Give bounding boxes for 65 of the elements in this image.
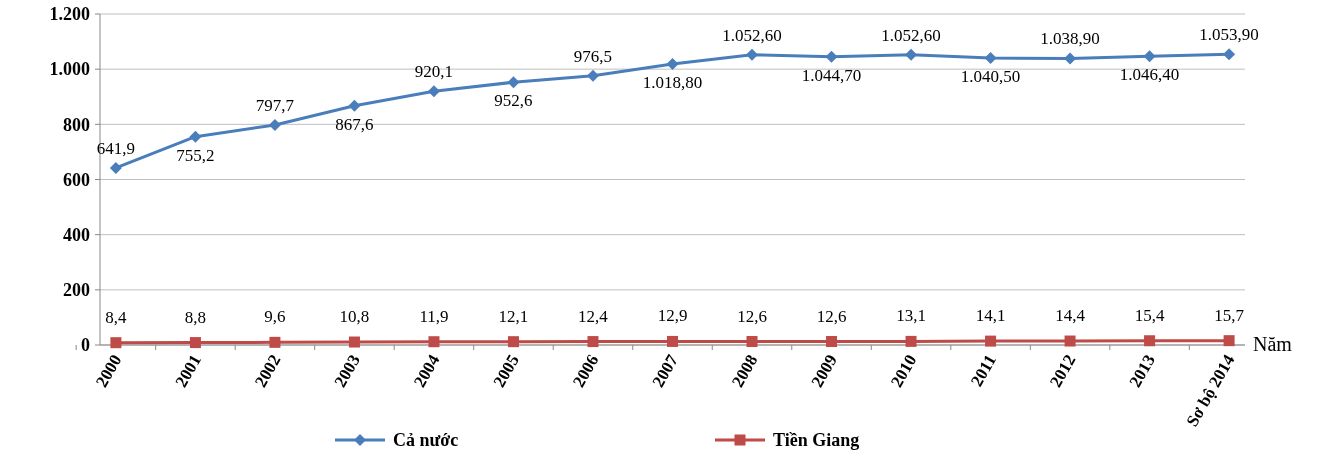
point xyxy=(348,336,360,348)
y-tick-label: 800 xyxy=(63,114,90,135)
point xyxy=(189,130,202,143)
point xyxy=(110,337,122,349)
data-label: 1.018,80 xyxy=(642,72,703,92)
data-label: 9,6 xyxy=(264,307,286,327)
data-label: 1.052,60 xyxy=(722,25,782,45)
point xyxy=(667,335,678,347)
x-axis-title: Năm xyxy=(1253,333,1293,355)
legend-label: Tiền Giang xyxy=(773,430,860,451)
data-label: 15,4 xyxy=(1134,305,1165,325)
data-label: 8,4 xyxy=(105,307,128,327)
point xyxy=(905,335,917,347)
point xyxy=(1064,335,1076,347)
point xyxy=(587,336,599,348)
data-label: 867,6 xyxy=(335,114,374,134)
data-label: 14,1 xyxy=(975,306,1006,326)
data-label: 920,1 xyxy=(414,62,454,82)
point xyxy=(746,336,758,348)
y-tick-label: 0 xyxy=(81,335,90,356)
data-label: 1.053,90 xyxy=(1199,25,1259,45)
data-label: 13,1 xyxy=(896,306,926,326)
point xyxy=(666,57,679,70)
data-label: 1.044,70 xyxy=(801,65,862,85)
data-label: 976,5 xyxy=(573,46,613,66)
data-label: 641,9 xyxy=(96,138,136,158)
data-label: 1.038,90 xyxy=(1040,29,1100,49)
y-tick-label: 1.200 xyxy=(49,4,90,25)
data-label: 1.052,60 xyxy=(881,25,941,45)
point xyxy=(1223,335,1235,347)
point xyxy=(428,336,440,348)
y-tick-label: 200 xyxy=(63,280,90,301)
data-label: 15,7 xyxy=(1214,305,1245,325)
point xyxy=(269,336,281,348)
data-label: 11,9 xyxy=(419,306,449,326)
data-label: 797,7 xyxy=(255,95,295,115)
point xyxy=(985,335,997,347)
point xyxy=(1223,48,1236,61)
point xyxy=(348,99,361,112)
data-label: 8,8 xyxy=(184,307,207,327)
y-tick-label: 400 xyxy=(63,224,90,245)
data-label: 12,9 xyxy=(657,306,688,326)
point xyxy=(825,50,838,63)
point xyxy=(427,85,440,98)
legend-label: Cả nước xyxy=(393,430,459,451)
data-label: 12,6 xyxy=(816,306,847,326)
y-tick-label: 1.000 xyxy=(49,59,90,80)
point xyxy=(1144,335,1156,347)
point xyxy=(109,161,122,174)
data-label: 1.040,50 xyxy=(960,67,1021,86)
point xyxy=(984,52,997,64)
point xyxy=(268,118,281,131)
data-label: 10,8 xyxy=(339,307,370,327)
data-label: 12,1 xyxy=(498,306,529,326)
point xyxy=(189,337,201,349)
point xyxy=(826,336,838,348)
data-label: 755,2 xyxy=(176,145,215,165)
point xyxy=(507,336,519,348)
y-tick-label: 600 xyxy=(63,169,90,190)
data-label: 14,4 xyxy=(1055,306,1086,326)
data-label: 952,6 xyxy=(494,91,533,111)
point xyxy=(507,76,520,89)
data-label: 12,4 xyxy=(578,306,609,326)
data-label: 1.046,40 xyxy=(1119,65,1180,85)
data-label: 12,6 xyxy=(737,306,767,326)
